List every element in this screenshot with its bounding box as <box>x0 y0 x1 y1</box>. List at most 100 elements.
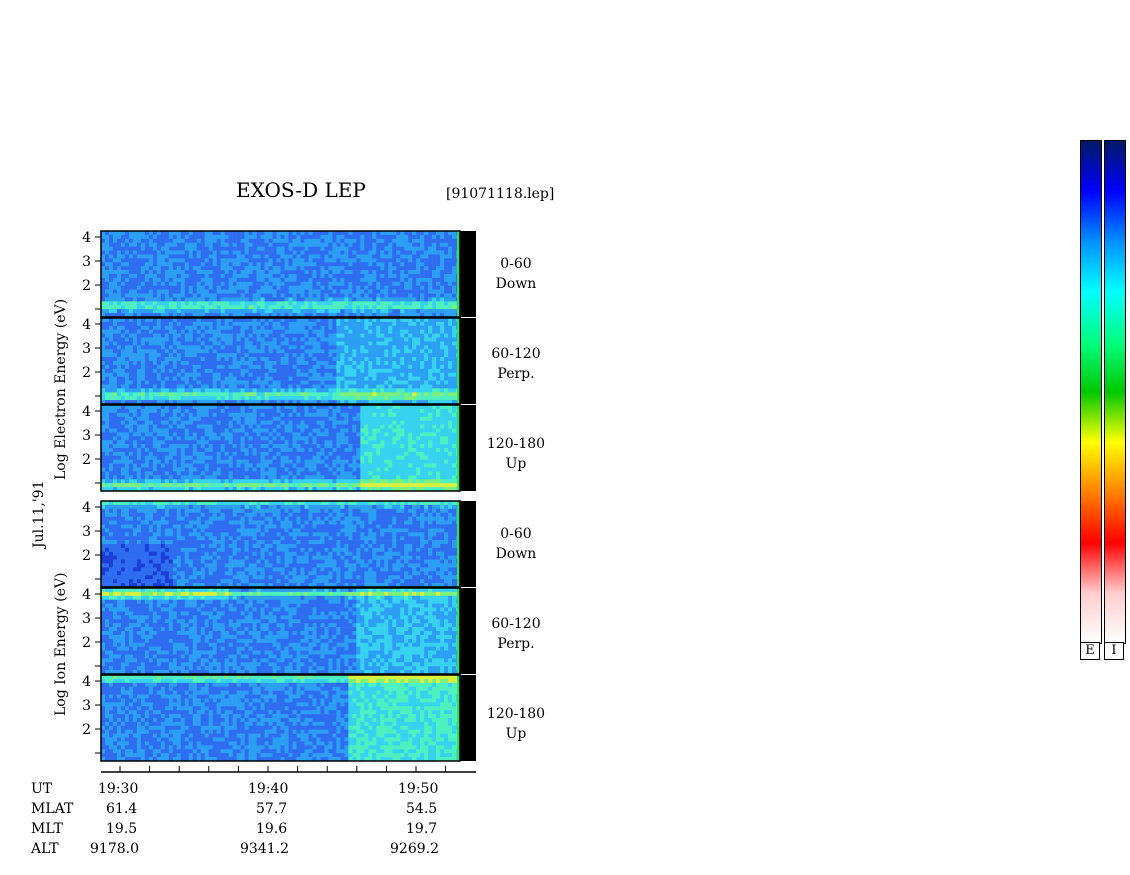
heatmap-cell <box>300 440 305 445</box>
heatmap-cell <box>176 250 182 255</box>
heatmap-cell <box>340 384 345 389</box>
heatmap-cell <box>140 388 146 393</box>
heatmap-cell <box>372 246 377 251</box>
heatmap-cell <box>312 231 317 236</box>
heatmap-cell <box>120 361 126 366</box>
heatmap-cell <box>240 262 245 267</box>
heatmap-cell <box>216 266 221 271</box>
heatmap-cell <box>376 428 381 433</box>
heatmap-cell <box>228 405 233 410</box>
heatmap-cell <box>184 440 190 445</box>
heatmap-cell <box>124 234 130 240</box>
heatmap-cell <box>108 448 114 453</box>
heatmap-cell <box>256 436 261 441</box>
heatmap-cell <box>360 428 365 433</box>
heatmap-cell <box>192 238 198 244</box>
heatmap-cell <box>168 380 174 385</box>
heatmap-cell <box>292 254 297 259</box>
heatmap-cell <box>152 412 158 418</box>
heatmap-cell <box>188 353 194 358</box>
heatmap-cell <box>392 345 397 350</box>
heatmap-cell <box>400 428 405 433</box>
heatmap-cell <box>260 388 265 393</box>
heatmap-cell <box>340 309 345 314</box>
heatmap-cell <box>424 325 429 331</box>
heatmap-cell <box>416 372 421 377</box>
heatmap-cell <box>268 424 273 429</box>
heatmap-cell <box>352 242 357 247</box>
heatmap-cell <box>216 325 221 331</box>
heatmap-cell <box>164 333 170 338</box>
heatmap-cell <box>248 305 253 310</box>
heatmap-cell <box>156 448 162 453</box>
heatmap-cell <box>328 364 333 370</box>
heatmap-cell <box>184 305 190 310</box>
heatmap-cell <box>444 444 449 449</box>
heatmap-cell <box>244 372 249 377</box>
heatmap-cell <box>188 325 194 331</box>
heatmap-cell <box>424 440 429 445</box>
heatmap-cell <box>340 293 345 298</box>
heatmap-cell <box>288 405 293 410</box>
heatmap-cell <box>196 238 202 244</box>
heatmap-cell <box>304 313 309 318</box>
heatmap-cell <box>276 313 281 318</box>
heatmap-cell <box>132 266 138 271</box>
heatmap-cell <box>380 361 385 366</box>
heatmap-cell <box>368 372 373 377</box>
heatmap-cell <box>236 329 241 334</box>
heatmap-cell <box>116 436 122 441</box>
heatmap-cell <box>144 242 150 247</box>
heatmap-cell <box>252 254 257 259</box>
heatmap-cell <box>152 408 158 414</box>
heatmap-cell <box>104 270 110 275</box>
heatmap-cell <box>344 380 349 385</box>
heatmap-cell <box>396 325 401 331</box>
heatmap-cell <box>320 424 325 429</box>
heatmap-cell <box>104 405 110 410</box>
heatmap-cell <box>420 376 425 381</box>
heatmap-cell <box>352 231 357 236</box>
heatmap-cell <box>208 289 213 294</box>
heatmap-cell <box>420 388 425 393</box>
heatmap-cell <box>288 242 293 247</box>
heatmap-cell <box>428 254 433 259</box>
heatmap-cell <box>208 238 213 244</box>
heatmap-cell <box>252 412 257 418</box>
heatmap-cell <box>284 309 289 314</box>
heatmap-cell <box>396 392 401 397</box>
heatmap-cell <box>444 309 449 314</box>
heatmap-cell <box>368 444 373 449</box>
heatmap-cell <box>240 372 245 377</box>
heatmap-cell <box>280 361 285 366</box>
heatmap-cell <box>120 444 126 449</box>
heatmap-cell <box>292 277 297 283</box>
heatmap-cell <box>264 337 269 342</box>
heatmap-cell <box>160 297 166 302</box>
heatmap-cell <box>392 325 397 331</box>
heatmap-cell <box>132 293 138 298</box>
heatmap-cell <box>396 440 401 445</box>
heatmap-cell <box>268 246 273 251</box>
heatmap-cell <box>180 262 186 267</box>
heatmap-cell <box>360 289 365 294</box>
heatmap-cell <box>396 376 401 381</box>
heatmap-cell <box>260 318 265 323</box>
heatmap-cell <box>228 408 233 414</box>
heatmap-cell <box>432 408 437 414</box>
heatmap-cell <box>244 250 249 255</box>
heatmap-cell <box>276 376 281 381</box>
heatmap-cell <box>112 388 118 393</box>
heatmap-cell <box>256 405 261 410</box>
heatmap-cell <box>244 428 249 433</box>
heatmap-cell <box>364 254 369 259</box>
heatmap-cell <box>232 231 237 236</box>
heatmap-cell <box>104 266 110 271</box>
heatmap-cell <box>452 281 457 287</box>
heatmap-cell <box>452 400 457 405</box>
heatmap-cell <box>340 436 345 441</box>
heatmap-cell <box>240 274 245 279</box>
heatmap-cell <box>428 270 433 275</box>
heatmap-cell <box>296 349 301 354</box>
heatmap-cell <box>176 238 182 244</box>
